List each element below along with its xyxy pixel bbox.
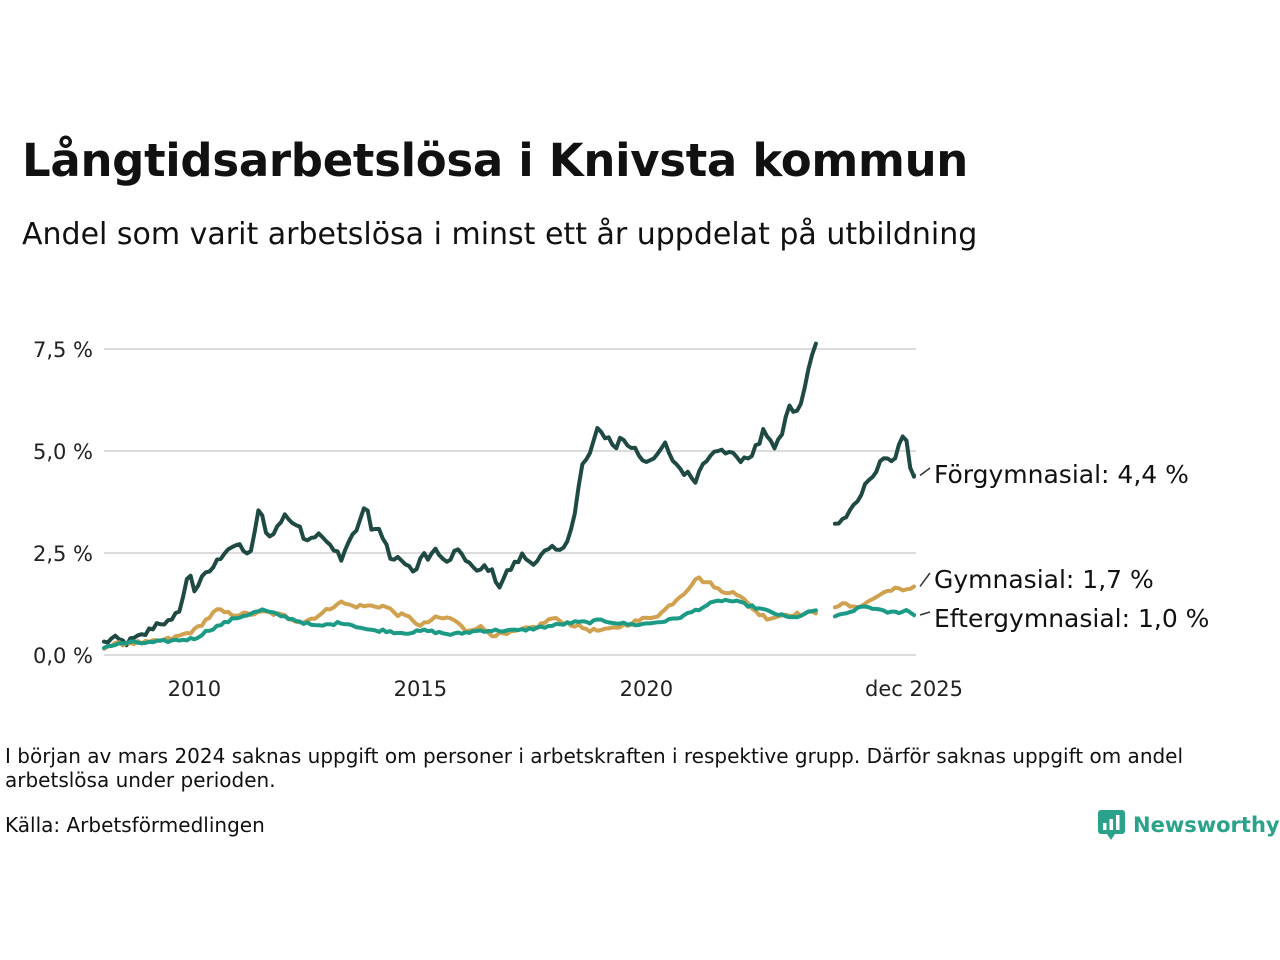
x-tick-label: 2020 <box>620 677 673 701</box>
newsworthy-logo[interactable]: Newsworthy <box>1098 808 1280 842</box>
series-end-label: Gymnasial: 1,7 % <box>934 565 1154 594</box>
series-line-eftergymnasial <box>102 597 818 650</box>
x-tick-label: 2015 <box>394 677 447 701</box>
series-end-labels: Förgymnasial: 4,4 % Gymnasial: 1,7 % Efter… <box>919 460 1209 633</box>
series-line-eftergymnasial-recent <box>832 604 916 619</box>
x-tick-label: dec 2025 <box>865 677 963 701</box>
footnote: I början av mars 2024 saknas uppgift om … <box>5 744 1184 792</box>
label-leader <box>919 467 931 477</box>
y-tick-label: 7,5 % <box>33 338 93 362</box>
chart-title: Långtidsarbetslösa i Knivsta kommun <box>22 134 969 187</box>
series-end-label: Eftergymnasial: 1,0 % <box>934 604 1209 633</box>
series-lines <box>102 341 916 651</box>
label-leader <box>919 611 931 616</box>
bar-chart-icon <box>1098 809 1125 840</box>
y-tick-label: 2,5 % <box>33 542 93 566</box>
x-axis-labels: 2010 2015 2020 dec 2025 <box>168 677 963 701</box>
grid-lines <box>104 348 916 656</box>
series-line-förgymnasial-recent <box>832 434 916 526</box>
series-line-gymnasial <box>102 575 818 651</box>
y-axis-labels: 0,0 % 2,5 % 5,0 % 7,5 % <box>33 338 93 668</box>
series-line-förgymnasial <box>102 341 818 648</box>
x-tick-label: 2010 <box>168 677 221 701</box>
chart-subtitle: Andel som varit arbetslösa i minst ett å… <box>22 217 978 252</box>
label-leader <box>919 572 931 587</box>
source-note: Källa: Arbetsförmedlingen <box>5 813 265 837</box>
y-tick-label: 0,0 % <box>33 644 93 668</box>
series-end-label: Förgymnasial: 4,4 % <box>934 460 1189 489</box>
logo-text: Newsworthy <box>1133 813 1280 837</box>
line-chart: 0,0 % 2,5 % 5,0 % 7,5 % 2010 2015 2020 dec 202… <box>33 338 1209 701</box>
y-tick-label: 5,0 % <box>33 440 93 464</box>
series-line-gymnasial-recent <box>832 584 916 610</box>
